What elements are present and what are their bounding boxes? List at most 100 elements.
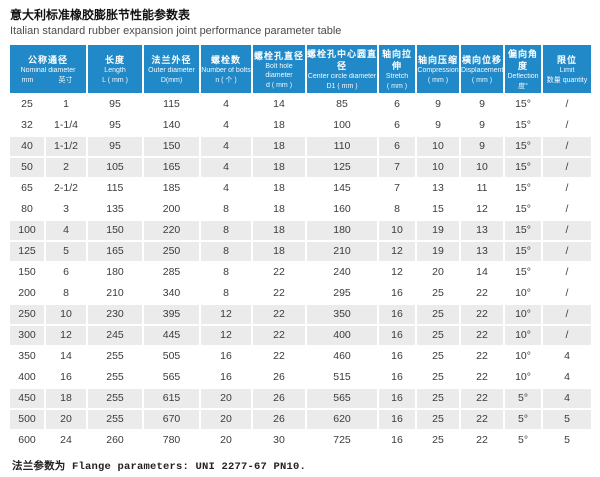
table-cell: 1-1/4 <box>46 116 87 135</box>
table-cell: 25 <box>417 431 460 450</box>
table-row: 100 4 150 220 8 18 180 10 19 13 15° / <box>10 221 592 240</box>
column-header-unit: L ( mm ) <box>102 77 128 84</box>
table-cell: 20 <box>201 389 252 408</box>
column-header-9: 偏向角度 Deflection 度° <box>505 45 542 93</box>
table-cell: 780 <box>144 431 200 450</box>
column-header-en: Outer diameter <box>148 67 195 74</box>
table-cell: 350 <box>307 305 378 324</box>
table-cell: 9 <box>461 137 504 156</box>
column-header-en: Displacement <box>461 67 504 74</box>
table-cell: 255 <box>88 410 143 429</box>
table-cell: 95 <box>88 137 143 156</box>
table-cell: 8 <box>201 221 252 240</box>
column-header-en: Length <box>104 67 126 74</box>
table-cell: 10 <box>417 158 460 177</box>
table-cell: 8 <box>201 242 252 261</box>
table-cell: 6 <box>379 95 416 114</box>
table-cell: 4 <box>543 368 592 387</box>
table-cell: / <box>543 221 592 240</box>
table-cell: 65 <box>10 179 44 198</box>
table-cell: 600 <box>10 431 44 450</box>
table-row: 150 6 180 285 8 22 240 12 20 14 15° / <box>10 263 592 282</box>
table-cell: 350 <box>10 347 44 366</box>
table-cell: 16 <box>379 389 416 408</box>
parameter-table: 公称通径 Nominal diameter mm 英寸 长度 Length L ( mm )… <box>8 43 593 452</box>
table-cell: 25 <box>417 410 460 429</box>
table-cell: 8 <box>201 284 252 303</box>
table-cell: 125 <box>10 242 44 261</box>
table-cell: 22 <box>253 263 306 282</box>
column-header-en: Limit <box>559 67 575 74</box>
table-cell: / <box>543 179 592 198</box>
table-cell: 240 <box>307 263 378 282</box>
table-cell: 16 <box>379 410 416 429</box>
column-header-zh: 法兰外径 <box>151 55 192 65</box>
table-cell: 10° <box>505 368 542 387</box>
table-cell: 16 <box>379 431 416 450</box>
table-cell: 565 <box>144 368 200 387</box>
table-cell: 250 <box>144 242 200 261</box>
column-header-en: Nominal diameter <box>20 67 76 74</box>
table-cell: / <box>543 305 592 324</box>
table-cell: 400 <box>10 368 44 387</box>
column-header-zh: 轴向压缩 <box>418 55 459 65</box>
table-cell: 5 <box>46 242 87 261</box>
table-cell: 24 <box>46 431 87 450</box>
table-cell: 13 <box>417 179 460 198</box>
table-cell: 7 <box>379 158 416 177</box>
column-header-1: 长度 Length L ( mm ) <box>88 45 143 93</box>
column-header-4: 螺栓孔直径 Bolt hole diameter d ( mm ) <box>253 45 306 93</box>
table-cell: 22 <box>253 284 306 303</box>
column-header-en: Bolt hole diameter <box>265 62 293 79</box>
column-header-subunits: mm 英寸 <box>10 76 86 85</box>
table-cell: 15° <box>505 263 542 282</box>
table-cell: 100 <box>10 221 44 240</box>
table-cell: 22 <box>253 305 306 324</box>
table-body: 25 1 95 115 4 14 85 6 9 9 15°/32 1-1/4 95 140 4 18 100 6 9… <box>10 95 592 450</box>
column-header-zh: 长度 <box>105 55 126 65</box>
table-cell: 18 <box>253 137 306 156</box>
column-header-3: 螺栓数 Number of bolts n ( 个 ) <box>201 45 252 93</box>
table-cell: 670 <box>144 410 200 429</box>
table-cell: 115 <box>144 95 200 114</box>
table-cell: 210 <box>88 284 143 303</box>
table-cell: 255 <box>88 368 143 387</box>
column-header-en: Center circle diameter <box>307 73 377 80</box>
table-cell: 200 <box>10 284 44 303</box>
column-header-unit: 英寸 <box>58 77 73 84</box>
column-header-7: 轴向压缩 Compression ( mm ) <box>417 45 460 93</box>
column-header-10: 限位 Limit 数量 quantity <box>543 45 592 93</box>
table-cell: 10 <box>46 305 87 324</box>
table-cell: 6 <box>379 137 416 156</box>
column-header-0: 公称通径 Nominal diameter mm 英寸 <box>10 45 87 93</box>
table-cell: 8 <box>46 284 87 303</box>
table-cell: 9 <box>417 95 460 114</box>
column-header-en: Number of bolts <box>201 67 251 74</box>
table-cell: 125 <box>307 158 378 177</box>
table-cell: 18 <box>46 389 87 408</box>
table-cell: 16 <box>379 305 416 324</box>
table-cell: 180 <box>88 263 143 282</box>
table-cell: 22 <box>461 368 504 387</box>
table-cell: 5° <box>505 410 542 429</box>
table-cell: 22 <box>253 347 306 366</box>
table-cell: 4 <box>543 389 592 408</box>
table-cell: 15° <box>505 179 542 198</box>
table-cell: 26 <box>253 368 306 387</box>
table-cell: 115 <box>88 179 143 198</box>
table-cell: 10° <box>505 347 542 366</box>
table-cell: 165 <box>144 158 200 177</box>
table-cell: 565 <box>307 389 378 408</box>
column-header-zh: 螺栓孔直径 <box>254 50 305 61</box>
table-cell: 16 <box>379 326 416 345</box>
table-cell: / <box>543 242 592 261</box>
table-row: 65 2-1/2 115 185 4 18 145 7 13 11 15° / <box>10 179 592 198</box>
column-header-zh: 限位 <box>557 55 578 65</box>
table-cell: 245 <box>88 326 143 345</box>
page-title-zh: 意大利标准橡胶膨胀节性能参数表 <box>10 8 191 22</box>
column-header-en: Deflection <box>507 73 539 80</box>
table-cell: 100 <box>307 116 378 135</box>
column-header-zh: 螺栓数 <box>211 55 242 65</box>
table-cell: 80 <box>10 200 44 219</box>
